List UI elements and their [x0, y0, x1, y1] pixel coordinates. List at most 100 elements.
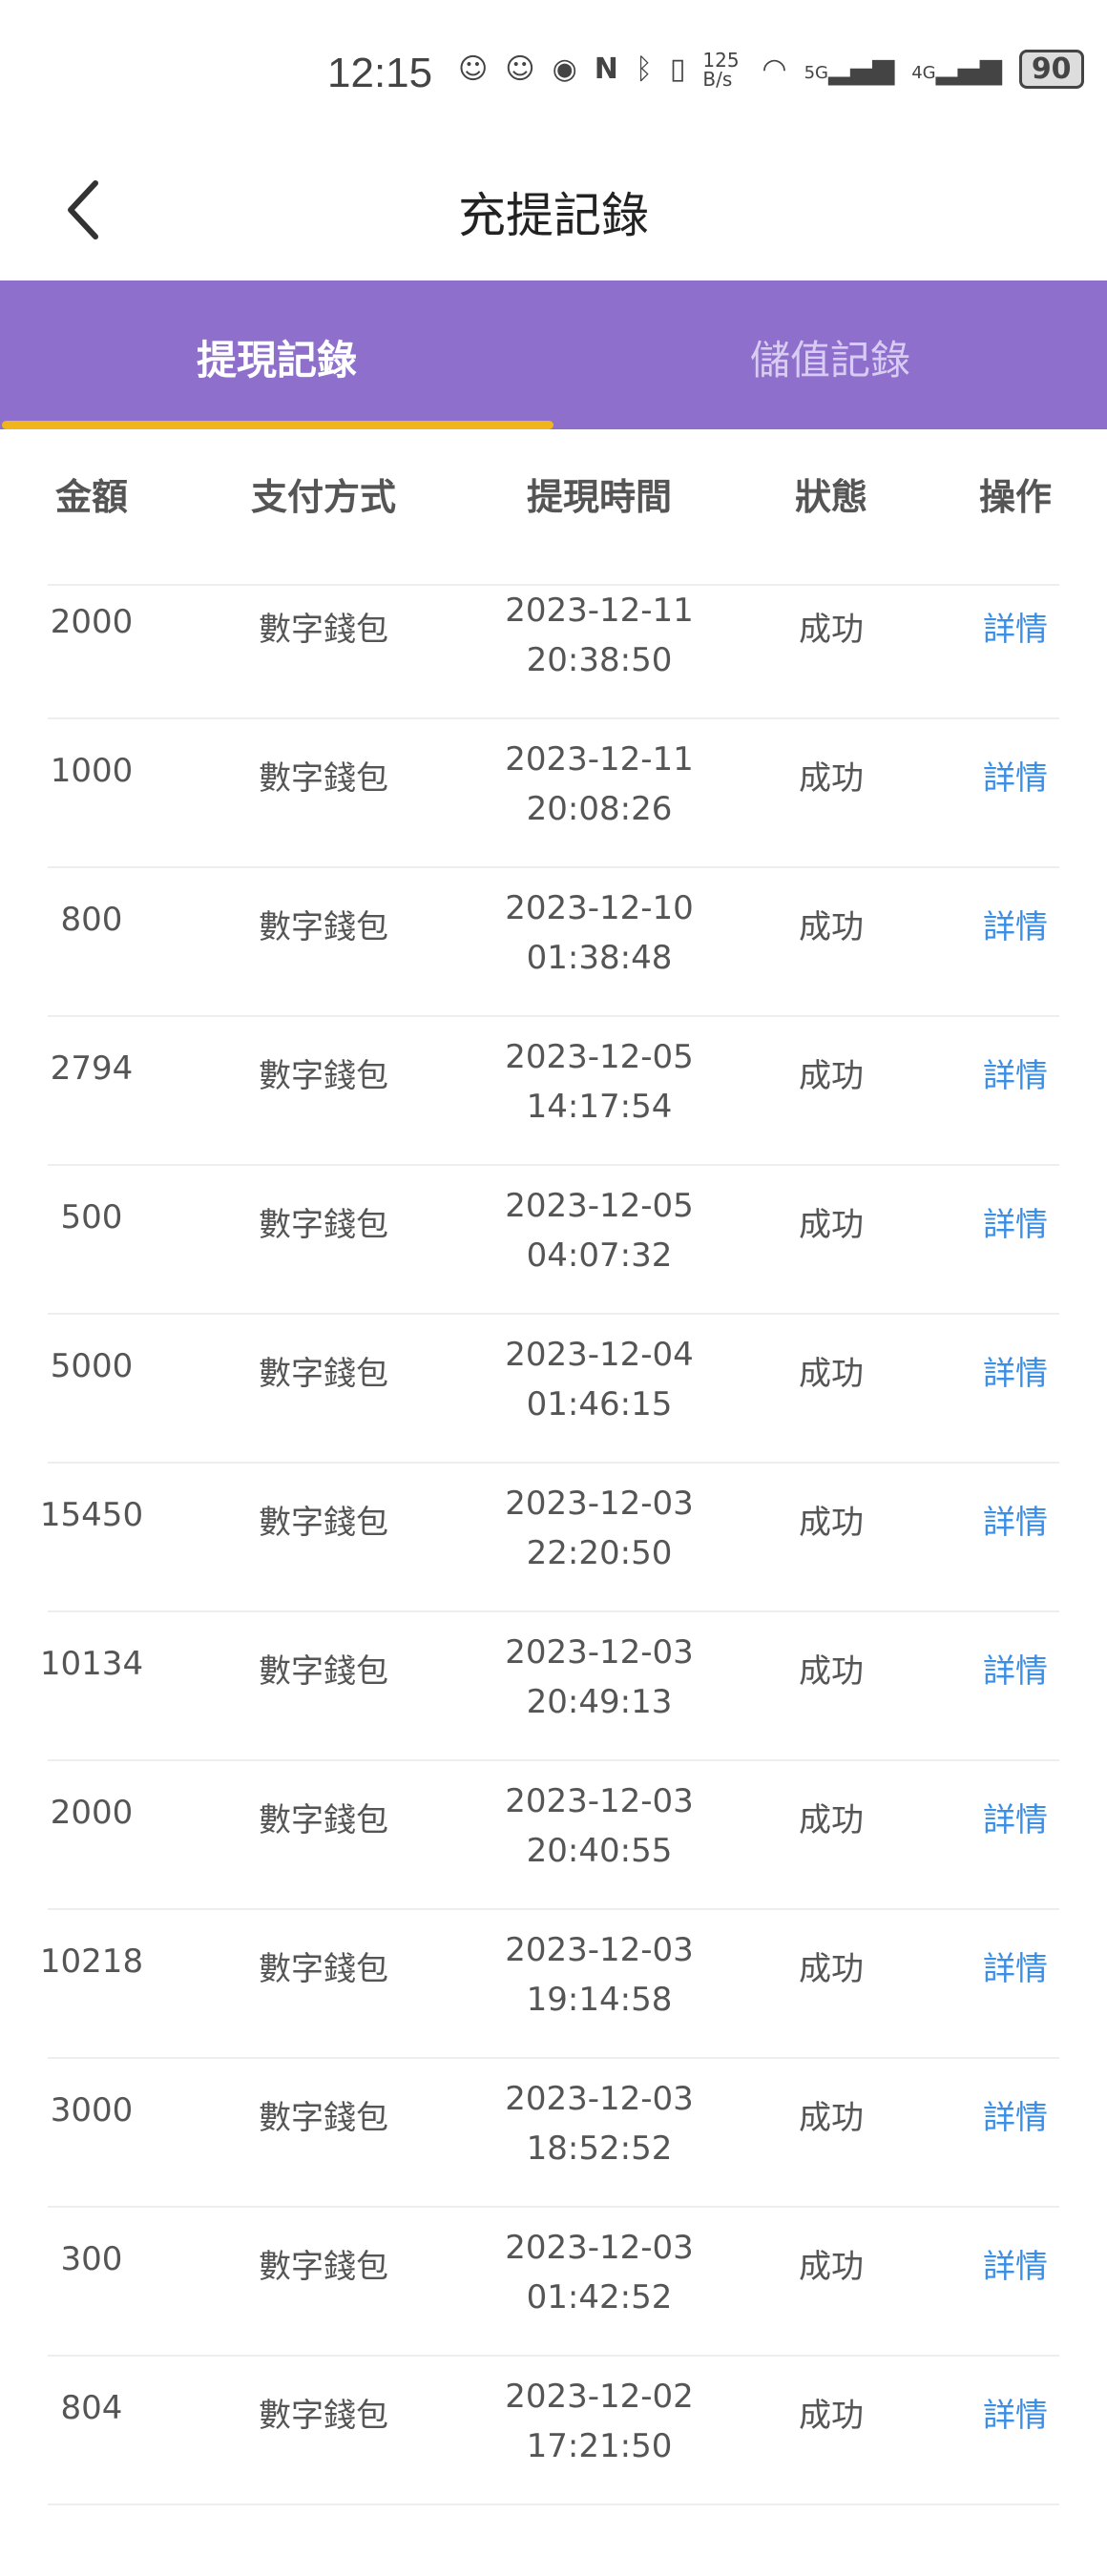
status-icons: ☺ ☺ ◉ N ᛒ ▯ 125 B/s ◠ 5G▂▄▆ 4G▂▄▆ 90 — [458, 50, 1084, 89]
table-row: 500 數字錢包 2023-12-05 04:07:32 成功 詳情 — [48, 1164, 1059, 1313]
date: 2023-12-02 — [505, 2378, 694, 2416]
eye-icon: ◉ — [552, 52, 577, 86]
amount: 5000 — [50, 1347, 134, 1385]
details-link[interactable]: 詳情 — [983, 2397, 1048, 2435]
date: 2023-12-03 — [505, 1931, 694, 1969]
wifi-icon: ◠ — [762, 52, 787, 86]
notification-icon: ☺ — [505, 52, 535, 86]
time: 01:42:52 — [526, 2278, 673, 2316]
time: 18:52:52 — [526, 2129, 673, 2168]
payment-method: 數字錢包 — [259, 1950, 388, 1988]
status: 成功 — [799, 908, 864, 946]
withdrawal-time: 2023-12-05 14:17:54 — [505, 1032, 694, 1132]
header: 充提記錄 — [0, 143, 1107, 280]
payment-method: 數字錢包 — [259, 1206, 388, 1244]
status: 成功 — [799, 1057, 864, 1095]
status: 成功 — [799, 2099, 864, 2137]
signal-4g-icon: 4G▂▄▆ — [911, 52, 1002, 86]
withdrawal-time: 2023-12-10 01:38:48 — [505, 883, 694, 983]
amount: 3000 — [50, 2091, 134, 2129]
status: 成功 — [799, 1801, 864, 1839]
table-body: 2000 數字錢包 2023-12-11 20:38:50 成功 詳情 1000 數… — [40, 584, 1059, 2505]
status-bar: 12:15 ☺ ☺ ◉ N ᛒ ▯ 125 B/s ◠ 5G▂▄▆ 4G▂▄▆ … — [0, 0, 1107, 143]
status: 成功 — [799, 1950, 864, 1988]
status: 成功 — [799, 1504, 864, 1542]
withdrawal-time: 2023-12-03 22:20:50 — [505, 1479, 694, 1578]
table-row: 2000 數字錢包 2023-12-03 20:40:55 成功 詳情 — [48, 1759, 1059, 1908]
payment-method: 數字錢包 — [259, 1355, 388, 1393]
time: 17:21:50 — [526, 2427, 673, 2465]
table-header: 金額 支付方式 提現時間 狀態 操作 — [0, 467, 1107, 553]
details-link[interactable]: 詳情 — [983, 1206, 1048, 1244]
withdrawal-time: 2023-12-03 20:40:55 — [505, 1776, 694, 1876]
details-link[interactable]: 詳情 — [983, 759, 1048, 798]
vibrate-icon: ▯ — [669, 52, 686, 86]
time: 14:17:54 — [526, 1088, 673, 1126]
details-link[interactable]: 詳情 — [983, 1801, 1048, 1839]
time: 01:38:48 — [526, 939, 673, 977]
tab-withdrawal-records[interactable]: 提現記錄 — [0, 280, 554, 429]
header-status: 狀態 — [794, 476, 868, 518]
date: 2023-12-05 — [505, 1187, 694, 1225]
table-row: 15450 數字錢包 2023-12-03 22:20:50 成功 詳情 — [40, 1462, 1059, 1610]
net-speed: 125 B/s — [702, 48, 740, 91]
payment-method: 數字錢包 — [259, 1801, 388, 1839]
date: 2023-12-03 — [505, 2080, 694, 2118]
table-row: 10134 數字錢包 2023-12-03 20:49:13 成功 詳情 — [40, 1610, 1059, 1759]
table-row: 2000 數字錢包 2023-12-11 20:38:50 成功 詳情 — [48, 584, 1059, 717]
details-link[interactable]: 詳情 — [983, 2248, 1048, 2286]
details-link[interactable]: 詳情 — [983, 1950, 1048, 1988]
details-link[interactable]: 詳情 — [983, 1504, 1048, 1542]
time: 19:14:58 — [526, 1981, 673, 2019]
details-link[interactable]: 詳情 — [983, 611, 1048, 649]
payment-method: 數字錢包 — [259, 1652, 388, 1691]
table-row: 1000 數字錢包 2023-12-11 20:08:26 成功 詳情 — [48, 717, 1059, 866]
withdrawal-time: 2023-12-03 20:49:13 — [505, 1628, 694, 1727]
status: 成功 — [799, 1652, 864, 1691]
amount: 300 — [60, 2240, 123, 2278]
table-row: 300 數字錢包 2023-12-03 01:42:52 成功 詳情 — [48, 2206, 1059, 2355]
amount: 2000 — [50, 1794, 134, 1832]
date: 2023-12-03 — [505, 2229, 694, 2267]
table-row: 800 數字錢包 2023-12-10 01:38:48 成功 詳情 — [48, 866, 1059, 1015]
amount: 10218 — [39, 1942, 144, 1981]
payment-method: 數字錢包 — [259, 908, 388, 946]
signal-5g-icon: 5G▂▄▆ — [804, 52, 895, 86]
time: 20:49:13 — [526, 1683, 673, 1721]
details-link[interactable]: 詳情 — [983, 1355, 1048, 1393]
status: 成功 — [799, 759, 864, 798]
status: 成功 — [799, 2248, 864, 2286]
time: 20:08:26 — [526, 790, 673, 828]
amount: 2794 — [50, 1049, 134, 1088]
tab-deposit-records[interactable]: 儲值記錄 — [749, 337, 910, 384]
header-method: 支付方式 — [250, 476, 397, 518]
date: 2023-12-10 — [505, 889, 694, 927]
time: 04:07:32 — [526, 1236, 673, 1275]
details-link[interactable]: 詳情 — [983, 1652, 1048, 1691]
date: 2023-12-05 — [505, 1038, 694, 1076]
date: 2023-12-03 — [505, 1782, 694, 1820]
bluetooth-icon: ᛒ — [635, 52, 653, 86]
table-row: 5000 數字錢包 2023-12-04 01:46:15 成功 詳情 — [48, 1313, 1059, 1462]
battery-icon: 90 — [1018, 50, 1084, 89]
page-title: 充提記錄 — [458, 188, 649, 243]
amount: 10134 — [39, 1645, 144, 1683]
payment-method: 數字錢包 — [259, 1057, 388, 1095]
table-row: 3000 數字錢包 2023-12-03 18:52:52 成功 詳情 — [48, 2057, 1059, 2206]
time: 01:46:15 — [526, 1385, 673, 1423]
amount: 1000 — [50, 752, 134, 790]
amount: 2000 — [50, 603, 134, 641]
details-link[interactable]: 詳情 — [983, 2099, 1048, 2137]
nfc-icon: N — [594, 52, 618, 86]
header-amount: 金額 — [54, 476, 129, 518]
payment-method: 數字錢包 — [259, 2099, 388, 2137]
back-button[interactable] — [57, 172, 115, 248]
withdrawal-time: 2023-12-03 01:42:52 — [505, 2223, 694, 2322]
details-link[interactable]: 詳情 — [983, 908, 1048, 946]
date: 2023-12-11 — [505, 740, 694, 779]
notification-icon: ☺ — [458, 52, 489, 86]
withdrawal-time: 2023-12-03 19:14:58 — [505, 1925, 694, 2025]
details-link[interactable]: 詳情 — [983, 1057, 1048, 1095]
status: 成功 — [799, 1206, 864, 1244]
withdrawal-time: 2023-12-11 20:38:50 — [505, 586, 694, 685]
